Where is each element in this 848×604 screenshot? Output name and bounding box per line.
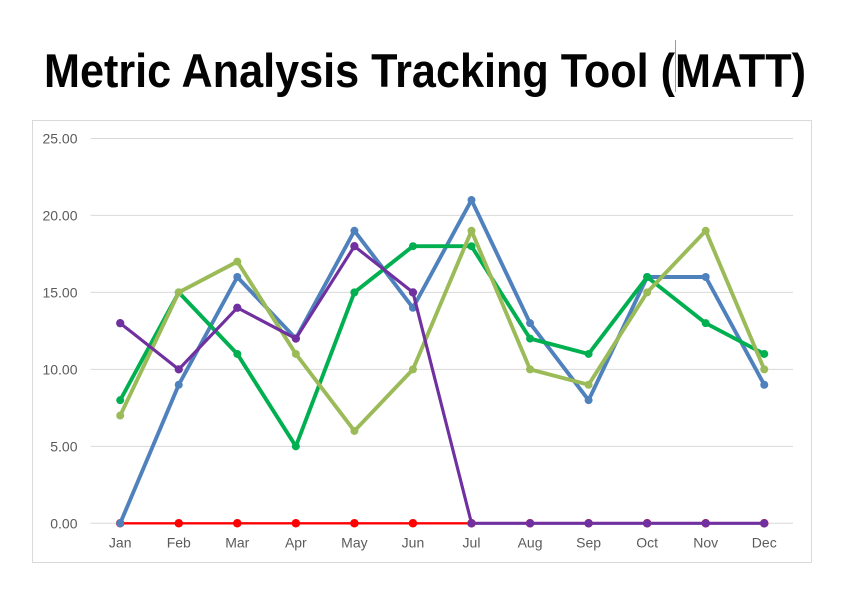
svg-text:0.00: 0.00 xyxy=(50,515,77,531)
svg-text:Jun: Jun xyxy=(402,534,425,550)
svg-text:May: May xyxy=(341,534,367,550)
svg-text:Aug: Aug xyxy=(518,534,543,550)
svg-text:Oct: Oct xyxy=(636,534,658,550)
svg-text:10.00: 10.00 xyxy=(42,361,77,377)
svg-text:Apr: Apr xyxy=(285,534,307,550)
svg-text:Dec: Dec xyxy=(752,534,777,550)
svg-text:Nov: Nov xyxy=(693,534,718,550)
svg-text:Jan: Jan xyxy=(109,534,132,550)
svg-text:15.00: 15.00 xyxy=(42,284,77,300)
svg-text:5.00: 5.00 xyxy=(50,438,77,454)
svg-text:Sep: Sep xyxy=(576,534,601,550)
svg-text:Jul: Jul xyxy=(463,534,481,550)
svg-text:25.00: 25.00 xyxy=(42,130,77,146)
svg-text:Feb: Feb xyxy=(167,534,191,550)
svg-text:Mar: Mar xyxy=(225,534,249,550)
svg-text:20.00: 20.00 xyxy=(42,207,77,223)
